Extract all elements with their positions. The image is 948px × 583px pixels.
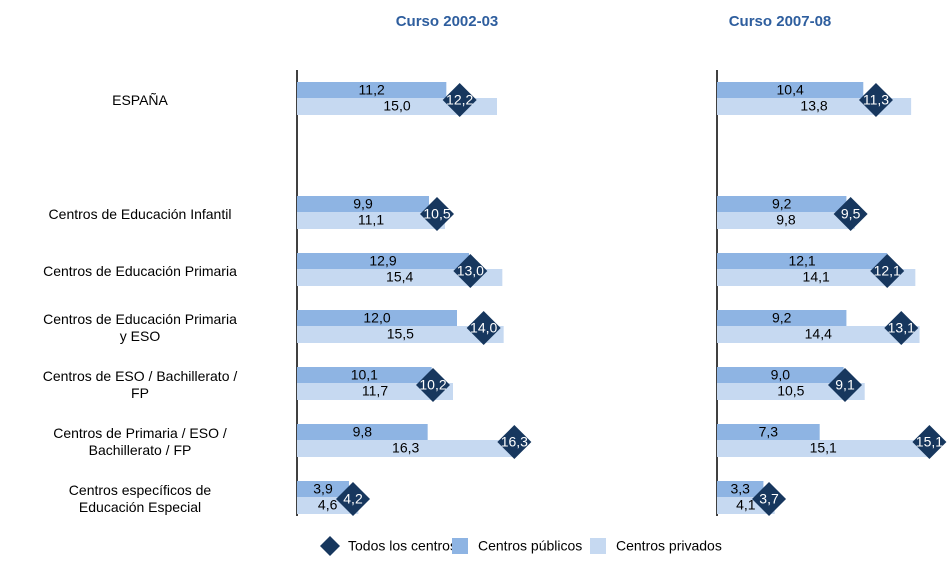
bar-label: 12,1 (788, 253, 815, 269)
bar (717, 269, 916, 286)
category-label: Centros de Educación Primaria (43, 262, 237, 279)
bar-label: 15,1 (810, 440, 837, 456)
bar (297, 383, 453, 400)
bar (717, 326, 920, 343)
bar-label: 9,8 (776, 212, 796, 228)
marker-label: 10,2 (419, 377, 446, 393)
category-label: Centros específicos de Educación Especia… (68, 482, 212, 515)
diamond-marker (828, 368, 863, 402)
diamond-marker (336, 482, 370, 516)
bar (717, 481, 764, 498)
diamond-marker (752, 482, 787, 516)
panel-title: Curso 2002-03 (396, 13, 499, 30)
category-label: ESPAÑA (112, 91, 168, 108)
bar (717, 196, 847, 213)
bar-label: 11,2 (359, 82, 385, 98)
diamond-marker (416, 368, 450, 402)
bar-label: 9,0 (771, 367, 791, 383)
bar (297, 310, 457, 327)
diamond-marker (442, 83, 477, 117)
bar-label: 14,4 (805, 326, 832, 342)
marker-label: 12,1 (874, 263, 901, 279)
bar-label: 9,9 (353, 196, 373, 212)
marker-label: 14,0 (470, 320, 497, 336)
diamond-marker (858, 83, 893, 117)
marker-label: 9,5 (841, 206, 861, 222)
bar (297, 212, 445, 229)
bar (297, 440, 515, 457)
bar (297, 326, 504, 343)
bar-label: 4,1 (736, 497, 756, 513)
marker-label: 9,1 (835, 377, 855, 393)
bar-label: 4,6 (318, 497, 338, 513)
bar-label: 9,2 (772, 310, 792, 326)
bar-label: 10,4 (777, 82, 804, 98)
diamond-marker (466, 311, 501, 345)
bar-label: 12,9 (369, 253, 396, 269)
bar-label: 13,8 (800, 98, 827, 114)
bar-label: 16,3 (392, 440, 419, 456)
bar-label: 14,1 (803, 269, 830, 285)
bar (297, 253, 469, 270)
bar-label: 15,4 (386, 269, 413, 285)
legend-label: Todos los centros (348, 538, 457, 554)
marker-label: 13,1 (888, 320, 915, 336)
bar-label: 3,9 (313, 481, 333, 497)
diamond-marker (420, 197, 454, 231)
diamond-marker (497, 425, 532, 459)
marker-label: 15,1 (916, 434, 943, 450)
bar-label: 15,5 (387, 326, 414, 342)
bar (297, 367, 432, 384)
bar (297, 424, 428, 441)
bar (717, 440, 930, 457)
bar-label: 9,8 (353, 424, 373, 440)
category-label: Centros de ESO / Bachillerato / FP (42, 368, 238, 401)
diamond-marker (912, 425, 947, 459)
category-label: Centros de Educación Infantil (48, 205, 232, 222)
legend-swatch (452, 538, 468, 554)
legend-marker (320, 536, 340, 556)
marker-label: 12,2 (446, 92, 473, 108)
marker-label: 13,0 (457, 263, 484, 279)
bar (717, 253, 888, 270)
bar-label: 11,1 (358, 212, 384, 228)
marker-label: 3,7 (759, 491, 779, 507)
panel-title: Curso 2007-08 (729, 13, 832, 30)
bar-label: 10,1 (351, 367, 378, 383)
bar (717, 82, 864, 99)
bar-label: 9,2 (772, 196, 792, 212)
legend-label: Centros privados (616, 538, 722, 554)
marker-label: 4,2 (343, 491, 363, 507)
bar (297, 196, 429, 213)
marker-label: 11,3 (863, 92, 889, 108)
bar (717, 424, 820, 441)
bar-label: 10,5 (777, 383, 804, 399)
diamond-marker (453, 254, 488, 288)
bar (297, 82, 447, 99)
marker-label: 16,3 (501, 434, 528, 450)
bar-label: 3,3 (730, 481, 750, 497)
bar (297, 269, 503, 286)
bar-label: 11,7 (362, 383, 388, 399)
category-label: Centros de Educación Primaria y ESO (43, 311, 237, 344)
diamond-marker (833, 197, 868, 231)
bar (297, 481, 349, 498)
diamond-marker (884, 311, 919, 345)
bar (717, 212, 855, 229)
bar (717, 383, 865, 400)
legend-swatch (590, 538, 606, 554)
bar-label: 7,3 (759, 424, 779, 440)
bar-label: 12,0 (363, 310, 390, 326)
marker-label: 10,5 (423, 206, 450, 222)
bar (717, 310, 847, 327)
bar-label: 15,0 (383, 98, 410, 114)
legend-label: Centros públicos (478, 538, 582, 554)
bar (717, 367, 844, 384)
diamond-marker (870, 254, 905, 288)
category-label: Centros de Primaria / ESO / Bachillerato… (53, 425, 227, 458)
